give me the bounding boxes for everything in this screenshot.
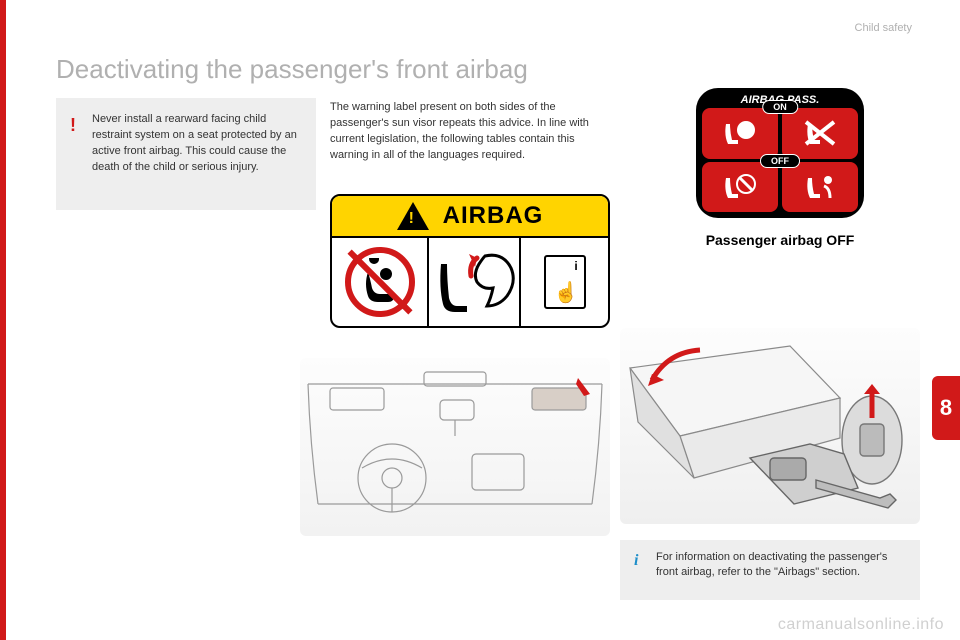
warning-text: Never install a rearward facing child re… (92, 113, 297, 173)
airbag-label-title: AIRBAG (443, 202, 544, 230)
warning-callout: ! Never install a rearward facing child … (56, 98, 316, 210)
info-callout: i For information on deactivating the pa… (620, 540, 920, 600)
read-manual-icon (544, 255, 586, 309)
off-panel-right (782, 162, 858, 213)
hazard-triangle-icon (397, 202, 429, 230)
prohibit-circle-icon (345, 247, 415, 317)
airbag-warning-label: AIRBAG (330, 194, 610, 328)
glovebox-illustration (620, 328, 920, 524)
off-panel-left (702, 162, 778, 213)
on-panel-left (702, 108, 778, 159)
seat-arrow-cell (429, 238, 521, 326)
airbag-pass-indicator: AIRBAG PASS. ON OFF (696, 88, 864, 218)
child-seat-icon (360, 258, 400, 306)
warning-icon: ! (70, 112, 76, 138)
dashboard-illustration (300, 358, 610, 536)
breadcrumb: Child safety (855, 22, 912, 34)
airbag-label-header: AIRBAG (332, 196, 608, 238)
chapter-tab: 8 (932, 376, 960, 440)
on-panel-right (782, 108, 858, 159)
on-tag: ON (762, 100, 798, 114)
seat-airbag-icon (429, 244, 519, 320)
page-edge-accent (0, 0, 6, 640)
airbag-pass-row-on: ON (702, 108, 858, 159)
intro-paragraph: The warning label present on both sides … (330, 100, 610, 164)
watermark: carmanualsonline.info (778, 616, 944, 634)
airbag-label-cells (332, 238, 608, 326)
page-title: Deactivating the passenger's front airba… (56, 54, 528, 85)
airbag-pass-caption: Passenger airbag OFF (660, 232, 900, 248)
info-icon: i (634, 550, 638, 572)
prohibit-cell (332, 238, 429, 326)
airbag-pass-row-off: OFF (702, 162, 858, 213)
off-tag: OFF (760, 154, 800, 168)
manual-cell (521, 238, 608, 326)
info-text: For information on deactivating the pass… (656, 551, 887, 578)
